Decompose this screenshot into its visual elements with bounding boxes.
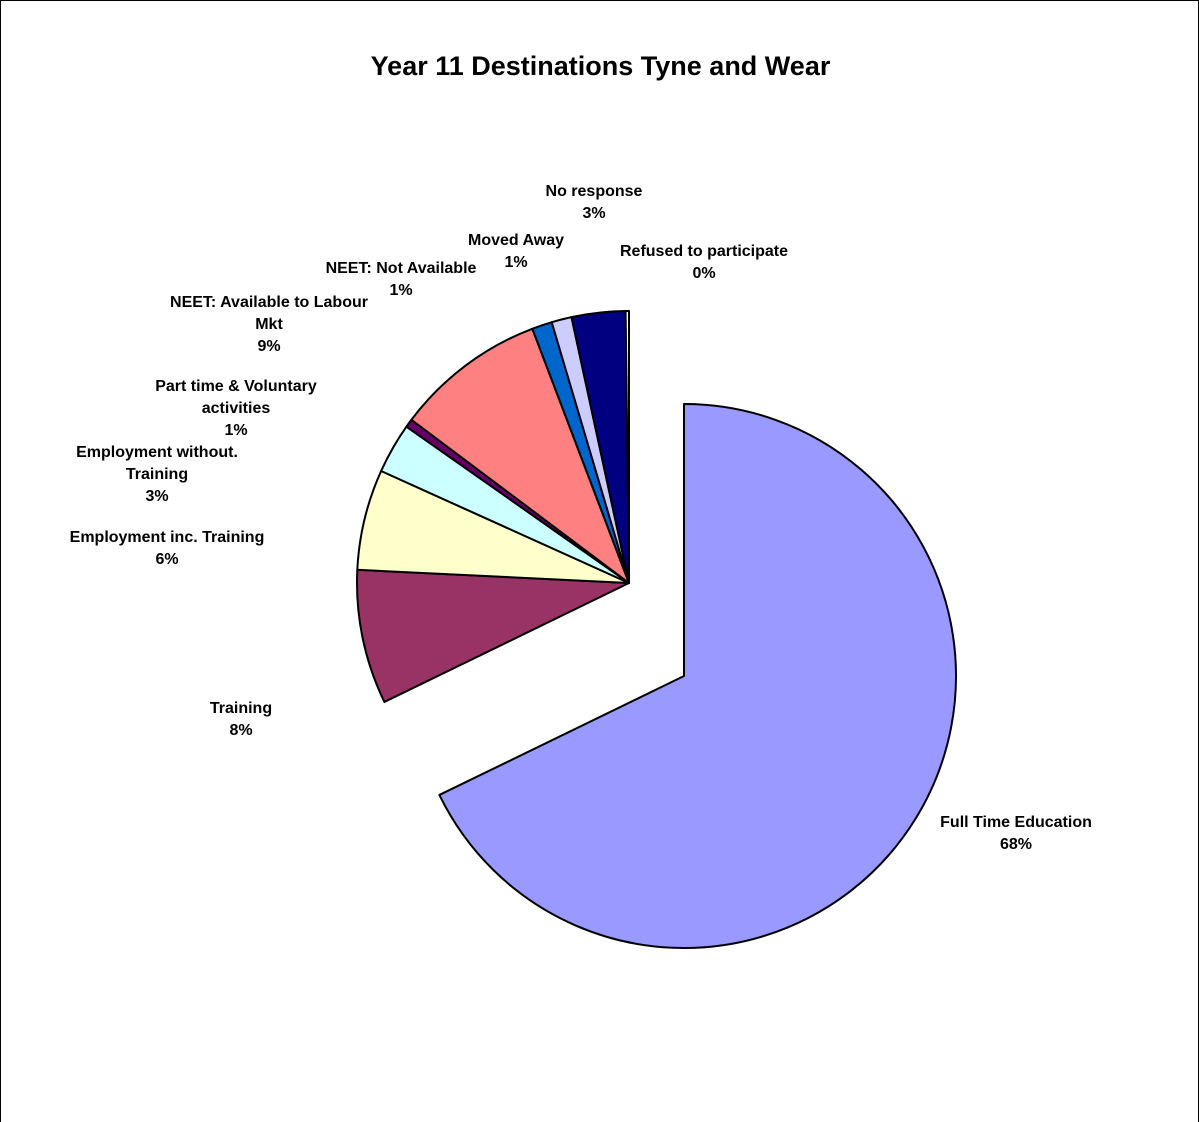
chart-title: Year 11 Destinations Tyne and Wear	[370, 51, 831, 81]
pie-slice	[410, 327, 630, 584]
slice-label: Employment without. Training 3%	[76, 444, 238, 505]
slice-label: NEET: Available to Labour Mkt 9%	[170, 294, 368, 355]
slice-name: Full Time Education	[940, 814, 1092, 831]
slice-name: Part time & Voluntary	[155, 378, 317, 395]
slice-name: Employment without.	[76, 444, 238, 461]
slice-percent: 68%	[1000, 836, 1032, 853]
slice-label: NEET: Not Available 1%	[326, 260, 477, 299]
slice-percent: 1%	[504, 254, 527, 271]
slice-percent: 6%	[155, 551, 178, 568]
slice-percent: 3%	[145, 488, 168, 505]
slice-name: NEET: Available to Labour	[170, 294, 368, 311]
slice-label: Full Time Education 68%	[940, 814, 1092, 853]
slice-percent: 1%	[389, 282, 412, 299]
slice-percent: 3%	[582, 205, 605, 222]
slice-label: No response 3%	[546, 183, 643, 222]
pie-slice	[624, 309, 630, 584]
slice-name: activities	[202, 400, 271, 417]
slice-label: Refused to participate 0%	[620, 243, 788, 282]
slice-name: Training	[210, 700, 272, 717]
slice-name: Employment inc. Training	[70, 529, 265, 546]
slice-name: No response	[546, 183, 643, 200]
pie-slice	[438, 403, 957, 949]
slice-percent: 0%	[692, 265, 715, 282]
slice-label: Training 8%	[210, 700, 272, 739]
slice-name: Refused to participate	[620, 243, 788, 260]
slice-label: Part time & Voluntary activities 1%	[155, 378, 317, 439]
slice-percent: 8%	[229, 722, 252, 739]
slice-name: Moved Away	[468, 232, 564, 249]
slice-label: Employment inc. Training 6%	[70, 529, 265, 568]
slice-percent: 1%	[224, 422, 247, 439]
slice-percent: 9%	[257, 338, 280, 355]
slice-name: NEET: Not Available	[326, 260, 477, 277]
slice-name: Mkt	[255, 316, 283, 333]
slice-name: Training	[126, 466, 188, 483]
slice-label: Moved Away 1%	[468, 232, 564, 271]
pie-slice	[356, 568, 630, 703]
